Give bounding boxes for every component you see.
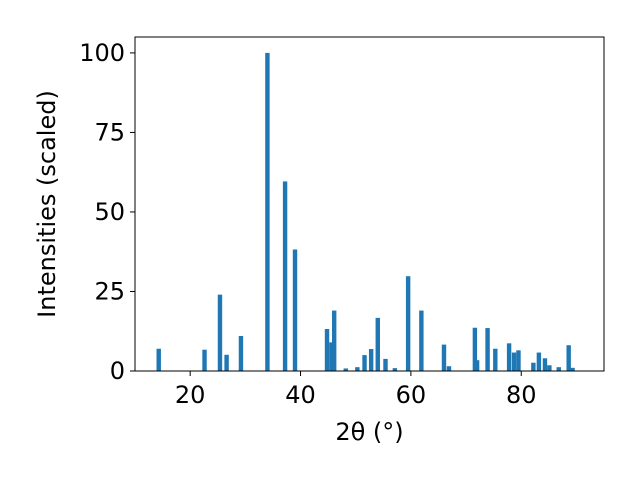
- bar-1: [202, 349, 207, 371]
- bar-15: [375, 317, 380, 371]
- bar-8: [324, 329, 330, 371]
- bar-19: [419, 310, 424, 371]
- bar-14: [368, 349, 374, 371]
- x-axis-ticks: 20 40 60 80: [175, 371, 537, 409]
- bar-6: [282, 181, 288, 371]
- bar-18: [405, 276, 411, 371]
- bar-11: [343, 368, 348, 371]
- bar-13: [362, 355, 367, 371]
- bar-31: [542, 358, 548, 371]
- bar-29: [531, 362, 536, 371]
- bar-35: [570, 367, 575, 371]
- bar-2: [217, 294, 223, 371]
- x-tick-label: 60: [396, 381, 427, 409]
- bar-34: [566, 345, 571, 371]
- plot-frame: [134, 36, 605, 372]
- bar-33: [556, 367, 561, 371]
- x-tick-label: 20: [175, 381, 206, 409]
- bar-27: [511, 352, 517, 371]
- bar-25: [493, 348, 498, 371]
- bar-0: [156, 348, 161, 371]
- y-axis-label: Intensities (scaled): [33, 90, 61, 318]
- y-axis-ticks: 0 25 50 75 100: [79, 39, 135, 385]
- bar-32: [547, 365, 552, 371]
- bar-28: [516, 350, 521, 371]
- bar-3: [224, 354, 229, 371]
- x-tick-label: 40: [285, 381, 316, 409]
- bar-24: [485, 328, 490, 371]
- bar-26: [506, 343, 512, 371]
- bar-7: [292, 249, 298, 371]
- bar-9: [329, 342, 334, 371]
- bar-10: [331, 310, 337, 371]
- bar-5: [265, 52, 270, 372]
- y-tick-label: 50: [94, 198, 125, 226]
- bar-23: [474, 360, 480, 371]
- bar-16: [383, 358, 388, 371]
- y-tick-label: 75: [94, 118, 125, 146]
- bar-21: [446, 366, 452, 371]
- bar-4: [238, 336, 244, 371]
- bar-22: [472, 327, 478, 371]
- y-tick-label: 0: [110, 357, 125, 385]
- y-tick-label: 100: [79, 39, 125, 67]
- bar-30: [536, 352, 542, 371]
- bar-series: [156, 52, 575, 372]
- y-tick-label: 25: [94, 277, 125, 305]
- bar-20: [441, 344, 447, 371]
- x-axis-label: 2θ (°): [335, 418, 403, 446]
- x-tick-label: 80: [506, 381, 537, 409]
- bar-12: [355, 367, 360, 371]
- bar-17: [392, 368, 398, 371]
